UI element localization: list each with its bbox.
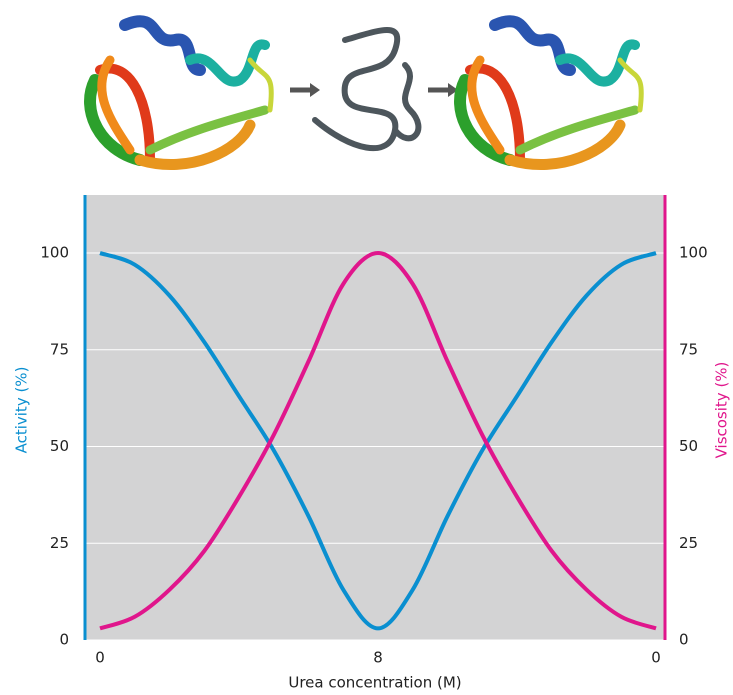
refolded-protein <box>454 15 644 170</box>
series-line <box>99 251 657 631</box>
series-line <box>99 251 657 631</box>
y-tick-label: 50 <box>50 437 69 455</box>
y-axis-title: Activity (%) <box>13 367 31 454</box>
y2-axis-title: Viscosity (%) <box>713 362 731 459</box>
y-tick-label: 75 <box>50 340 69 358</box>
y-tick-label: 100 <box>40 244 69 262</box>
arrow-head <box>448 83 458 97</box>
y2-tick-label: 75 <box>679 340 698 358</box>
y2-tick-label: 50 <box>679 437 698 455</box>
x-axis-title: Urea concentration (M) <box>288 674 461 692</box>
y2-tick-label: 100 <box>679 244 708 262</box>
protein-illustration <box>84 15 644 170</box>
unfolded-chain <box>312 27 422 151</box>
y-tick-label: 0 <box>59 631 69 649</box>
y-tick-label: 25 <box>50 534 69 552</box>
x-tick-label: 0 <box>95 649 105 667</box>
y2-tick-label: 0 <box>679 631 689 649</box>
arrow-head <box>310 83 320 97</box>
plot-area <box>85 195 665 640</box>
y2-tick-label: 25 <box>679 534 698 552</box>
x-tick-label: 0 <box>651 649 661 667</box>
chart-layer: 0 25 50 75 100 0 25 50 75 100 0 8 0 <box>40 195 708 667</box>
x-tick-label: 8 <box>373 649 383 667</box>
folded-protein <box>84 15 274 170</box>
